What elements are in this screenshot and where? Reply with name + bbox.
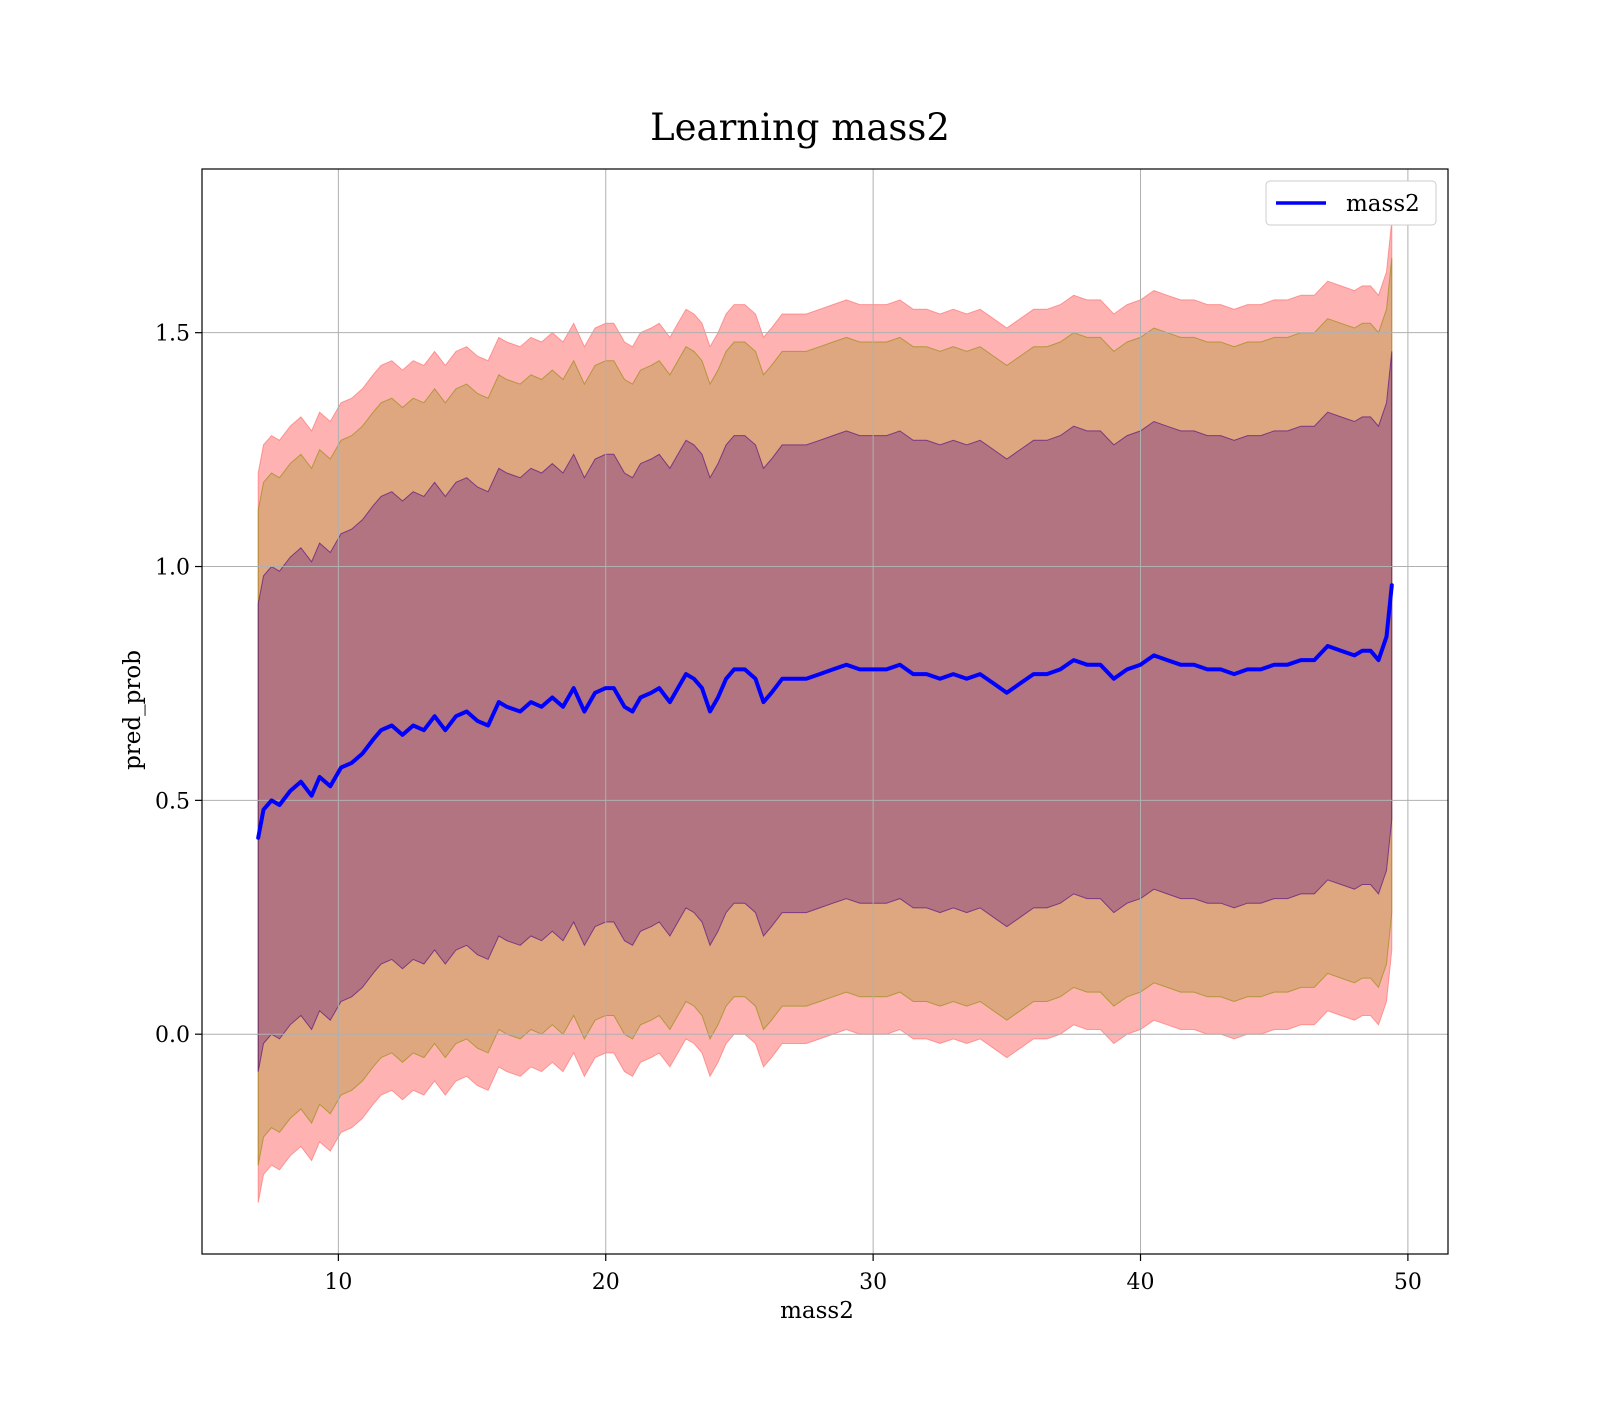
confidence-bands bbox=[257, 220, 1393, 1203]
y-tick-label-2: 1.0 bbox=[155, 556, 190, 581]
x-tick-label-1: 20 bbox=[592, 1270, 620, 1295]
x-axis-ticks: 10 20 30 40 50 bbox=[324, 1254, 1422, 1295]
series-lines bbox=[256, 583, 1394, 840]
confidence-band-1 bbox=[257, 257, 1393, 1166]
x-tick-label-4: 50 bbox=[1394, 1270, 1422, 1295]
plot-frame bbox=[201, 168, 1449, 1255]
legend-label-mass2: mass2 bbox=[1346, 191, 1420, 217]
y-axis-label: pred_prob bbox=[120, 650, 146, 770]
series-line-0 bbox=[256, 583, 1394, 840]
x-tick-label-0: 10 bbox=[324, 1270, 352, 1295]
x-tick-label-2: 30 bbox=[859, 1270, 887, 1295]
grid-lines bbox=[202, 169, 1448, 1254]
legend-box bbox=[1265, 180, 1437, 226]
legend: mass2 bbox=[1265, 180, 1437, 226]
confidence-band-2 bbox=[257, 351, 1393, 1072]
x-tick-label-3: 40 bbox=[1127, 1270, 1155, 1295]
y-axis-ticks: 0.0 0.5 1.0 1.5 bbox=[155, 322, 202, 1048]
confidence-band-0 bbox=[257, 220, 1393, 1203]
y-tick-label-3: 1.5 bbox=[155, 322, 190, 347]
y-tick-label-0: 0.0 bbox=[155, 1023, 190, 1048]
chart-title: Learning mass2 bbox=[650, 106, 950, 149]
x-axis-label: mass2 bbox=[780, 1298, 854, 1324]
y-tick-label-1: 0.5 bbox=[155, 789, 190, 814]
